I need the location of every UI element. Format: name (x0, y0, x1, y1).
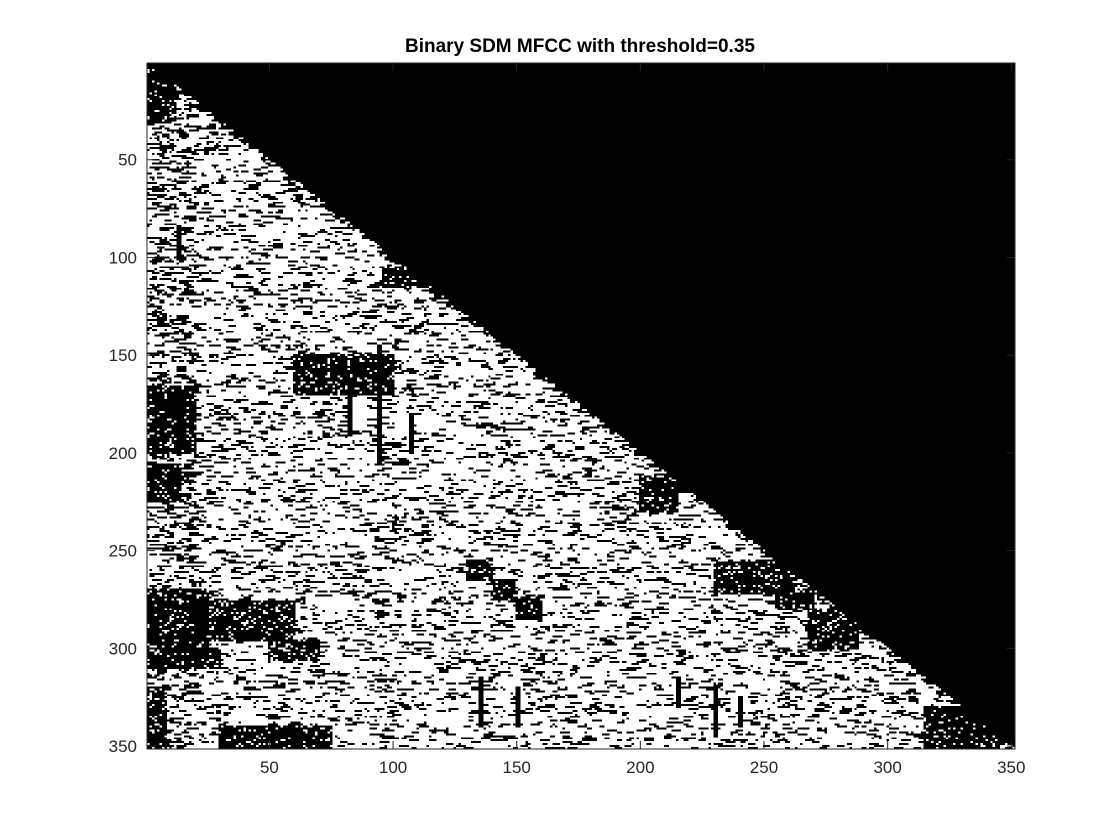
x-axis: 50 100 150 200 250 300 350 (260, 63, 1025, 777)
x-tick-label: 150 (503, 758, 531, 777)
y-tick-label: 350 (109, 737, 137, 756)
y-tick-label: 250 (109, 542, 137, 561)
x-tick-label: 100 (379, 758, 407, 777)
y-tick-label: 100 (109, 248, 137, 267)
y-tick-label: 200 (109, 444, 137, 463)
chart-title: Binary SDM MFCC with threshold=0.35 (405, 36, 755, 57)
x-tick-label: 200 (626, 758, 654, 777)
y-axis: 50 100 150 200 250 300 350 (109, 151, 1015, 756)
x-tick-label: 250 (750, 758, 778, 777)
x-tick-label: 50 (260, 758, 279, 777)
y-tick-label: 50 (118, 151, 137, 170)
y-tick-label: 300 (109, 639, 137, 658)
sdm-matrix-image (147, 63, 1015, 749)
x-tick-label: 350 (997, 758, 1025, 777)
axes-box (146, 62, 1016, 750)
y-tick-label: 150 (109, 346, 137, 365)
x-tick-label: 300 (873, 758, 901, 777)
